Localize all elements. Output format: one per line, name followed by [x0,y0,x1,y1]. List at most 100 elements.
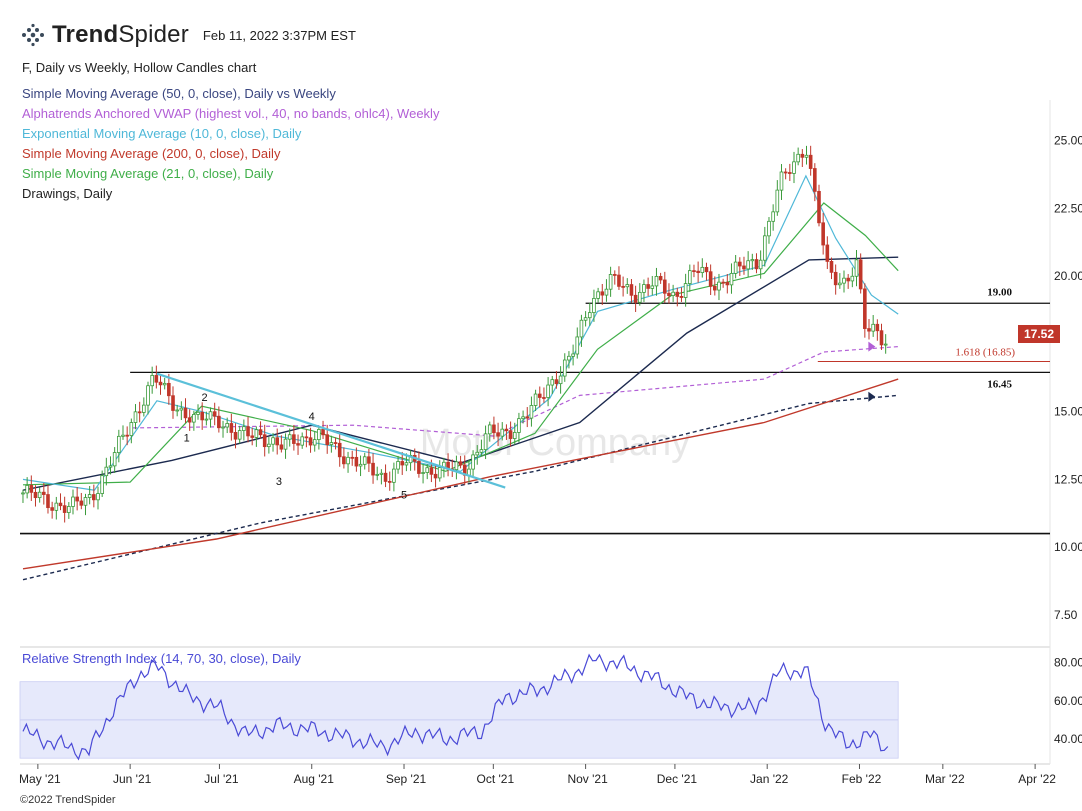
candle-body [175,409,179,412]
candle-body [471,454,475,470]
legend-sma21[interactable]: Simple Moving Average (21, 0, close), Da… [22,166,274,181]
candle-body [558,375,563,385]
candle-body [325,434,330,445]
candle-body [383,472,388,482]
candle-body [662,279,667,294]
candle-body [788,172,792,174]
candle-body [633,294,638,303]
candle-body [233,432,238,440]
rsi-tick-label: 60.00 [1054,694,1082,708]
candle-body [267,443,271,448]
candle-body [742,265,746,270]
price-tick-label: 15.00 [1054,405,1082,419]
last-price-badge: 17.52 [1018,325,1060,343]
rsi-tick-label: 80.00 [1054,656,1082,670]
time-tick-label: Sep '21 [386,772,427,786]
wave-label: 1 [184,432,190,444]
candle-body [858,259,863,290]
candle-body [512,432,517,439]
candle-body [46,494,50,509]
candle-body [883,343,888,346]
candle-body [250,435,254,438]
candle-body [717,281,721,291]
price-axis: 25.00 22.50 20.00 15.00 12.50 10.00 7.50 [1054,134,1082,622]
candle-body [483,433,488,451]
candle-body [242,426,246,431]
price-tick-label: 20.00 [1054,269,1082,283]
moving-average-lines [22,174,899,581]
candle-body [425,467,430,473]
candle-body [262,434,267,448]
time-tick-label: May '21 [19,772,61,786]
candle-body [279,444,284,450]
legend-ema10[interactable]: Exponential Moving Average (10, 0, close… [22,126,302,141]
candle-body [92,494,96,501]
wave-label: 2 [202,392,208,404]
candle-body [75,496,79,502]
header: TrendSpider Feb 11, 2022 3:37PM EST [20,20,356,50]
candle-body [300,436,305,446]
candle-body [796,153,800,163]
candle-body [779,171,784,191]
candle-body [721,281,725,284]
time-tick-label: Nov '21 [567,772,608,786]
candle-body [546,384,550,398]
candle-body [713,286,717,291]
candle-body [367,456,371,464]
candle-body [792,161,796,174]
downtrend-line [156,372,506,489]
candle-body [33,491,38,499]
candle-body [142,404,146,413]
candle-body [375,473,380,476]
candle-body [625,284,630,288]
candle-body [508,430,513,439]
price-tick-label: 7.50 [1054,608,1078,622]
level-label-19: 19.00 [987,286,1012,298]
candle-body [162,382,167,386]
candle-body [258,429,263,436]
fib-level-label: 1.618 (16.85) [955,347,1015,359]
candle-body [679,295,684,298]
candle-body [729,272,734,286]
legend-vwap[interactable]: Alphatrends Anchored VWAP (highest vol.,… [22,106,440,121]
candle-body [608,274,613,290]
dot-grid-icon [22,23,44,47]
legend-sma50[interactable]: Simple Moving Average (50, 0, close), Da… [22,86,336,101]
candle-body [687,270,692,284]
candle-body [121,434,125,437]
level-label-1645: 16.45 [987,378,1012,390]
candle-body [763,235,767,261]
candle-body [271,437,275,445]
rsi-line [22,653,889,761]
indicator-legend: Simple Moving Average (50, 0, close), Da… [22,84,439,204]
candle-body [550,379,555,386]
time-tick-label: Dec '21 [657,772,698,786]
candle-body [696,270,700,274]
candle-body [200,411,204,421]
price-tick-label: 22.50 [1054,201,1082,215]
candle-body [71,496,75,507]
candle-body [617,274,621,287]
candle-body [237,430,242,440]
drawings: 1 2 3 4 5 [156,341,876,501]
candle-body [746,260,750,270]
candle-body [567,355,571,361]
time-tick-label: Oct '21 [477,772,515,786]
candle-body [408,455,413,464]
rsi-tick-label: 40.00 [1054,732,1082,746]
candle-body [417,460,421,474]
candle-body [604,288,609,296]
candle-body [838,282,842,286]
legend-sma200[interactable]: Simple Moving Average (200, 0, close), D… [22,146,281,161]
candle-body [429,467,434,475]
candle-body [775,189,780,213]
rsi-title[interactable]: Relative Strength Index (14, 70, 30, clo… [22,651,301,666]
legend-drawings[interactable]: Drawings, Daily [22,186,113,201]
candle-body [458,461,463,466]
candle-body [813,168,817,192]
candle-body [650,285,655,289]
candle-body [808,154,813,169]
candle-body [754,259,759,270]
candle-body [521,416,525,420]
